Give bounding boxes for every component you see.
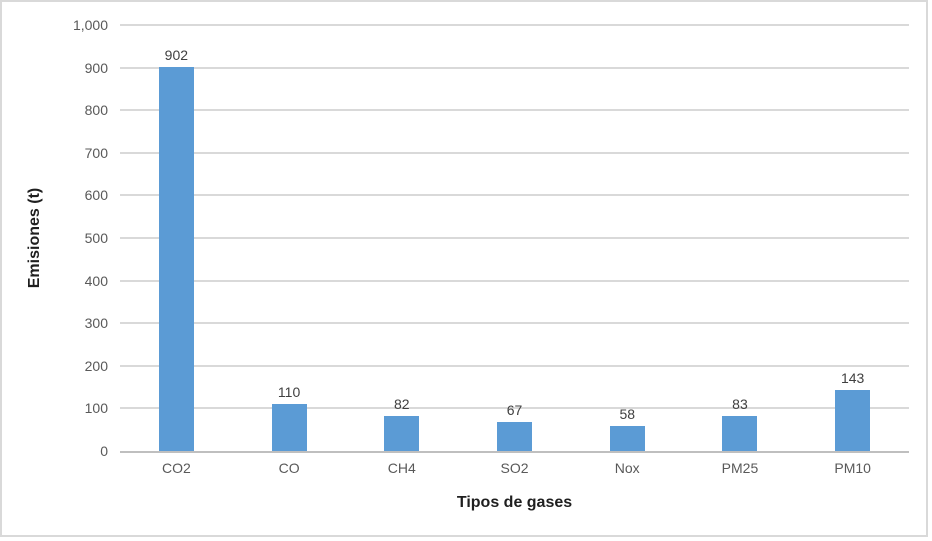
x-axis-category-labels: CO2 CO CH4 SO2 Nox PM25 PM10 xyxy=(120,460,909,477)
bar-slot: 110 xyxy=(233,25,346,451)
gridline xyxy=(120,66,909,69)
bar xyxy=(835,390,871,451)
bar-data-label: 67 xyxy=(506,402,523,419)
x-category-label: PM25 xyxy=(721,460,759,476)
bar xyxy=(384,416,420,451)
gridline xyxy=(120,24,909,26)
gridline xyxy=(120,151,909,154)
bar xyxy=(497,422,533,451)
gridline xyxy=(120,237,909,239)
bar-column: 67 xyxy=(497,25,533,451)
bar-data-label: 143 xyxy=(840,370,865,387)
x-category-label: CO2 xyxy=(161,460,191,476)
gridline xyxy=(120,194,909,197)
x-category-label: PM10 xyxy=(834,460,871,476)
bar-data-label: 110 xyxy=(277,384,301,401)
bar-column: 58 xyxy=(609,25,645,451)
x-category-label: Nox xyxy=(614,460,640,476)
y-tick-label: 100 xyxy=(84,400,108,417)
y-tick-label: 600 xyxy=(84,187,108,204)
y-tick-label: 0 xyxy=(100,443,108,459)
bar-data-label: 58 xyxy=(619,406,636,423)
y-tick-label: 800 xyxy=(84,102,108,119)
x-axis-title: Tipos de gases xyxy=(456,494,573,511)
bar-slot: 67 xyxy=(458,25,571,451)
gridline xyxy=(120,407,909,410)
gridline xyxy=(120,109,909,112)
gridline xyxy=(120,279,909,282)
y-tick-label: 400 xyxy=(84,272,108,289)
bar-slot: 83 xyxy=(684,25,797,451)
y-tick-label: 200 xyxy=(84,357,108,374)
bar-series: 902 110 82 67 58 83 143 xyxy=(120,25,909,451)
gridline xyxy=(120,322,909,325)
y-tick-label: 700 xyxy=(84,144,108,161)
bar-slot: 902 xyxy=(120,25,233,451)
bar xyxy=(271,404,307,451)
gridline xyxy=(120,364,909,367)
y-tick-label: 900 xyxy=(84,59,108,76)
bar-data-label: 83 xyxy=(732,395,748,412)
x-category-label: CH4 xyxy=(387,460,416,476)
bar-column: 83 xyxy=(722,25,758,451)
y-tick-label: 500 xyxy=(84,230,108,246)
x-category-label: SO2 xyxy=(500,460,529,476)
y-axis-tick-labels: 0 100 200 300 400 500 600 700 800 900 1,000 xyxy=(2,18,108,458)
bar xyxy=(158,66,194,451)
y-tick-label: 1,000 xyxy=(72,17,108,33)
bar xyxy=(609,426,645,451)
bar-slot: 82 xyxy=(345,25,458,451)
bar-data-label: 902 xyxy=(164,46,189,63)
x-category-label: CO xyxy=(278,460,300,476)
bar-column: 110 xyxy=(271,25,307,451)
plot-area: 902 110 82 67 58 83 143 xyxy=(120,24,909,453)
bar-data-label: 82 xyxy=(394,396,410,413)
bar-slot: 143 xyxy=(796,25,909,451)
bar-column: 902 xyxy=(158,25,194,451)
bar-column: 143 xyxy=(835,25,871,451)
bar xyxy=(722,415,758,451)
bar-column: 82 xyxy=(384,25,420,451)
y-tick-label: 300 xyxy=(84,315,108,332)
bar-slot: 58 xyxy=(571,25,684,451)
